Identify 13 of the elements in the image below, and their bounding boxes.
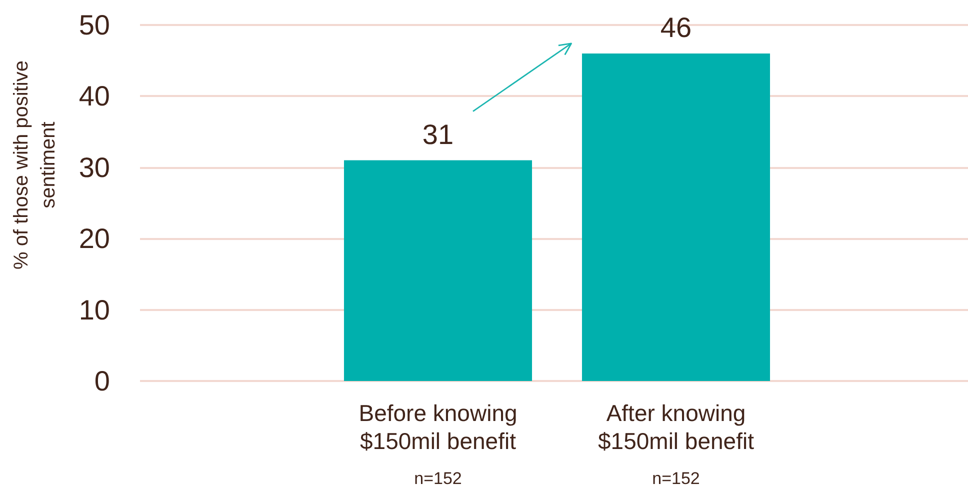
y-tick-label: 30	[78, 152, 110, 183]
y-axis-title: % of those with positive sentiment	[10, 60, 60, 270]
y-tick-label: 20	[78, 223, 110, 254]
text: n=152	[414, 469, 462, 487]
y-tick-label: 0	[94, 366, 110, 396]
data-label: 46	[660, 12, 692, 43]
x-tick-label: After knowing $150mil benefit	[598, 400, 755, 454]
x-tick-label: Before knowing $150mil benefit	[358, 400, 518, 454]
y-tick-label: 50	[78, 10, 110, 40]
data-label: 31	[422, 118, 454, 150]
y-tick-label: 10	[78, 294, 110, 326]
text: n=152	[652, 469, 700, 487]
y-tick-label: 40	[78, 80, 110, 112]
